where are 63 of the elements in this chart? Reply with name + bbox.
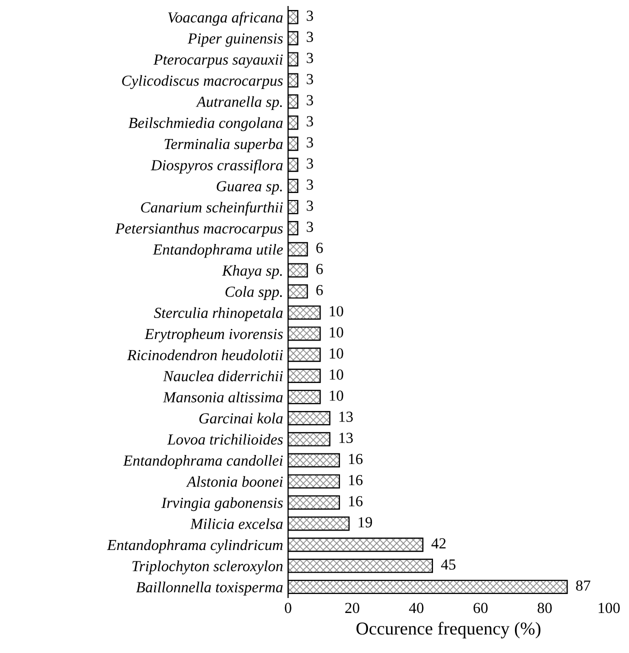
data-label: 3 (306, 200, 314, 211)
data-label: 3 (306, 158, 314, 169)
y-tick-label: Diospyros crassiflora (150, 159, 283, 174)
y-tick-label: Piper guinensis (188, 33, 283, 47)
data-label: 10 (330, 327, 344, 338)
data-label: 3 (306, 179, 314, 190)
data-label: 10 (330, 390, 344, 401)
data-label: 10 (330, 306, 344, 316)
y-tick-label: Guarea sp. (216, 181, 282, 194)
y-tick-label: Entandophrama candollei (123, 455, 283, 469)
data-label: 87 (576, 580, 590, 591)
data-label: 19 (358, 517, 372, 528)
y-tick-label: Sterculia rhinopetala (154, 307, 283, 322)
x-tick-label: 80 (538, 602, 552, 614)
y-tick-label: Autranella sp. (196, 96, 282, 110)
data-label: 3 (306, 95, 314, 106)
y-tick-label: Entandophrama utile (152, 244, 283, 258)
x-tick-label: 100 (598, 602, 620, 614)
data-label: 3 (306, 116, 314, 126)
y-tick-label: Garcinai kola (199, 412, 283, 424)
data-label: 16 (349, 474, 363, 486)
x-tick-label: 40 (409, 602, 424, 614)
data-label: 3 (306, 32, 314, 42)
data-label: 16 (349, 454, 363, 464)
data-label: 45 (441, 559, 456, 570)
x-axis-title: Occurence frequency (%) (356, 622, 540, 638)
y-tick-label: Cylicodiscus macrocarpus (122, 75, 283, 89)
data-label: 3 (306, 137, 314, 148)
y-tick-label: Alstonia boonei (186, 476, 283, 487)
y-tick-label: Triplochyton scleroxylon (132, 560, 283, 574)
data-label: 13 (339, 412, 353, 422)
y-tick-label: Ricinodendron heudolotii (127, 349, 283, 360)
y-tick-label: Entandophrama cylindricum (106, 539, 283, 554)
x-tick-label: 60 (474, 602, 488, 614)
y-tick-label: Irvingia gabonensis (161, 497, 283, 512)
y-tick-label: Canarium scheinfurthii (141, 202, 283, 216)
data-label: 6 (316, 285, 323, 296)
y-tick-label: Voacanga africana (168, 12, 283, 26)
data-label: 3 (306, 222, 314, 232)
data-label: 3 (306, 52, 314, 64)
y-tick-label: Cola spp. (225, 286, 282, 300)
data-label: 16 (349, 496, 363, 506)
y-tick-label: Khaya sp. (222, 265, 282, 279)
data-label: 42 (431, 538, 446, 548)
y-tick-label: Petersianthus macrocarpus (115, 222, 283, 237)
y-tick-label: Baillonnella toxisperma (136, 582, 283, 596)
y-tick-label: Terminalia superba (164, 138, 283, 152)
x-tick-label: 20 (345, 602, 360, 614)
data-label: 3 (306, 74, 314, 84)
y-tick-label: Lovoa trichilioides (167, 434, 283, 445)
y-tick-label: Milicia excelsa (190, 518, 283, 530)
x-tick-label: 0 (284, 602, 292, 614)
y-tick-label: Beilschmiedia congolana (128, 117, 283, 132)
y-tick-label: Mansonia altissima (162, 392, 283, 402)
data-label: 13 (339, 432, 353, 444)
data-label: 10 (330, 348, 344, 359)
y-tick-label: Pterocarpus sayauxii (153, 54, 283, 68)
data-label: 10 (330, 369, 344, 380)
y-tick-label: Nauclea diderrichii (163, 370, 283, 382)
data-label: 6 (316, 242, 323, 254)
data-label: 6 (316, 264, 323, 274)
y-tick-label: Erytropheum ivorensis (144, 328, 283, 342)
data-label: 3 (306, 10, 314, 21)
